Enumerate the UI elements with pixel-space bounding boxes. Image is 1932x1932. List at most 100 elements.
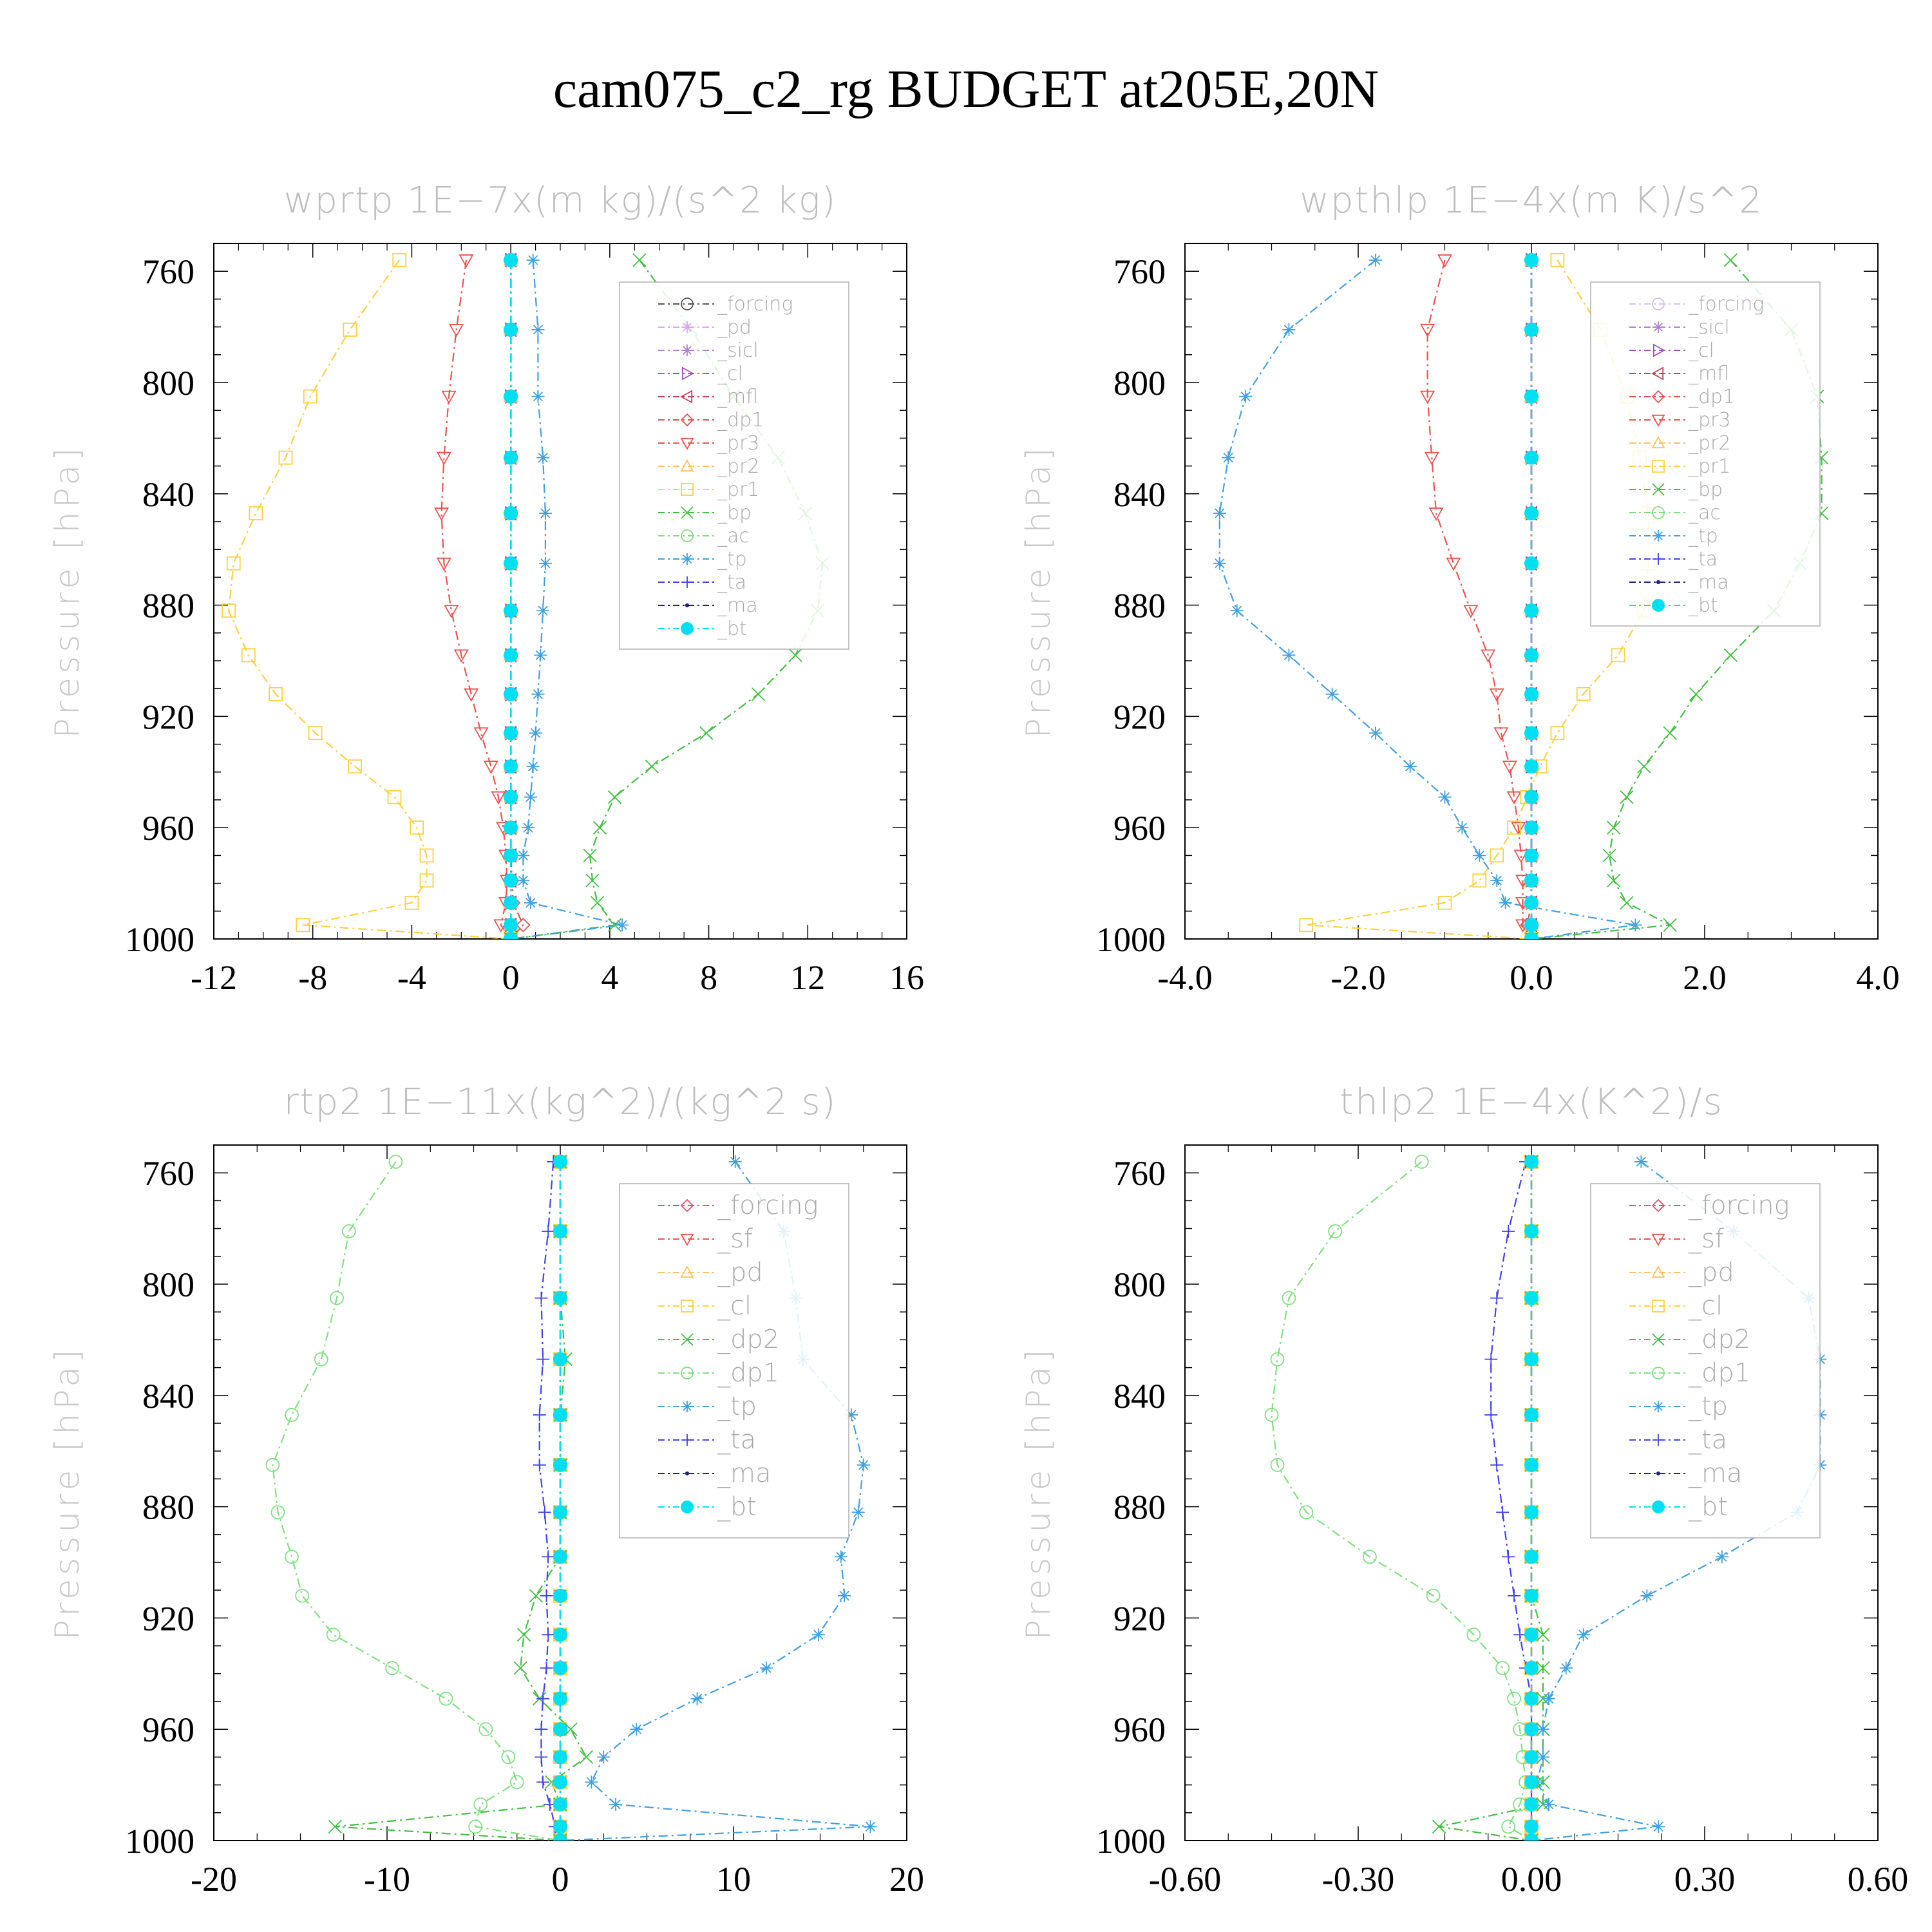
data-point xyxy=(597,1750,611,1764)
data-point xyxy=(538,1506,551,1519)
data-point xyxy=(1490,1458,1504,1472)
x-tick-label: 8 xyxy=(700,958,717,997)
data-point xyxy=(553,1505,567,1520)
data-point xyxy=(1602,848,1616,863)
data-point xyxy=(1524,506,1539,521)
data-point xyxy=(788,648,802,662)
data-point xyxy=(553,1775,567,1790)
data-point xyxy=(1524,687,1539,701)
data-point xyxy=(1507,1691,1522,1706)
legend-label: _dp2 xyxy=(1688,1325,1750,1354)
data-point xyxy=(1502,1550,1515,1564)
data-point xyxy=(538,507,552,520)
data-point xyxy=(535,1723,548,1736)
data-point xyxy=(419,848,434,863)
data-point xyxy=(592,820,607,835)
legend-marker xyxy=(681,1501,694,1513)
data-point xyxy=(1270,1352,1285,1367)
data-point xyxy=(278,450,293,465)
legend-label: _bp xyxy=(1688,478,1723,501)
data-point xyxy=(585,873,600,887)
legend-marker xyxy=(680,437,694,450)
x-tick-label: -4.0 xyxy=(1157,958,1212,997)
legend-label: _tp xyxy=(1688,525,1718,547)
data-point xyxy=(1524,389,1539,404)
data-point xyxy=(1536,1723,1549,1736)
legend-label: _dp1 xyxy=(1688,386,1735,408)
x-tick-label: 12 xyxy=(790,958,825,997)
data-point xyxy=(449,324,464,337)
data-point xyxy=(1463,605,1479,619)
y-tick-label: 920 xyxy=(1113,697,1166,736)
legend-box xyxy=(1590,1183,1821,1539)
series-line xyxy=(509,260,524,939)
data-point xyxy=(1524,1154,1539,1169)
data-point xyxy=(1542,1692,1555,1705)
data-point xyxy=(553,1833,567,1841)
data-point xyxy=(1213,556,1226,570)
data-point xyxy=(1222,451,1235,464)
panel-title: wprtp 1E−7x(m kg)/(s^2 kg) xyxy=(284,180,837,222)
data-point xyxy=(534,649,547,662)
x-tick-label: 4.0 xyxy=(1856,958,1900,997)
y-tick-label: 1000 xyxy=(125,920,194,959)
data-point xyxy=(501,1750,516,1765)
data-point xyxy=(1524,1408,1539,1423)
panel-title: thlp2 1E−4x(K^2)/s xyxy=(1340,1081,1723,1123)
data-point xyxy=(531,390,545,403)
data-point xyxy=(1542,1797,1555,1811)
data-point xyxy=(308,726,323,741)
data-point xyxy=(1299,918,1314,933)
y-tick-label: 760 xyxy=(1113,252,1166,291)
data-point xyxy=(348,759,362,774)
data-point xyxy=(1524,1661,1539,1676)
y-tick-label: 760 xyxy=(142,1154,194,1193)
legend-marker xyxy=(1653,343,1665,357)
data-point xyxy=(1213,507,1226,520)
data-point xyxy=(1481,649,1496,663)
data-point xyxy=(1270,1457,1285,1472)
y-tick-label: 920 xyxy=(142,1599,194,1638)
legend-label: _cl xyxy=(717,363,743,385)
data-point xyxy=(630,1723,643,1736)
legend-label: _bt xyxy=(717,618,747,640)
chart-panel-3: rtp2 1E−11x(kg^2)/(kg^2 s) Pressure [hPa]… xyxy=(48,1081,924,1899)
data-point xyxy=(1524,1797,1539,1812)
legend-marker xyxy=(680,459,694,472)
legend-marker xyxy=(685,603,690,608)
series-line xyxy=(1271,1161,1532,1841)
data-point xyxy=(1499,896,1512,909)
data-point xyxy=(1490,1291,1504,1305)
data-point xyxy=(1550,726,1565,741)
data-point xyxy=(1489,688,1504,702)
data-point xyxy=(1432,1819,1446,1834)
data-point xyxy=(1524,1224,1539,1238)
legend-marker xyxy=(1656,1471,1661,1476)
data-point xyxy=(591,896,605,910)
data-point xyxy=(1524,820,1539,835)
legend-marker xyxy=(681,1367,694,1379)
y-tick-label: 960 xyxy=(142,1710,194,1749)
legend-marker xyxy=(1653,1434,1664,1446)
data-point xyxy=(1611,648,1625,663)
data-point xyxy=(536,604,550,618)
data-point xyxy=(516,1627,531,1642)
data-point xyxy=(1524,1457,1539,1472)
data-point xyxy=(1524,895,1539,910)
y-axis-label: Pressure [hPa] xyxy=(48,1346,87,1640)
legend-label: _ma xyxy=(1688,571,1729,594)
data-point xyxy=(616,918,629,932)
data-point xyxy=(441,390,457,404)
data-point xyxy=(524,790,537,804)
data-point xyxy=(553,1352,567,1367)
data-point xyxy=(535,1291,548,1305)
data-point xyxy=(540,1662,553,1675)
legend-marker xyxy=(1651,1198,1665,1213)
data-point xyxy=(504,759,518,774)
data-point xyxy=(583,848,597,863)
series-line xyxy=(1426,260,1532,939)
legend-marker xyxy=(1652,1333,1665,1346)
data-point xyxy=(509,1775,524,1790)
data-point xyxy=(303,389,317,404)
panel-title: wpthlp 1E−4x(m K)/s^2 xyxy=(1300,180,1763,222)
